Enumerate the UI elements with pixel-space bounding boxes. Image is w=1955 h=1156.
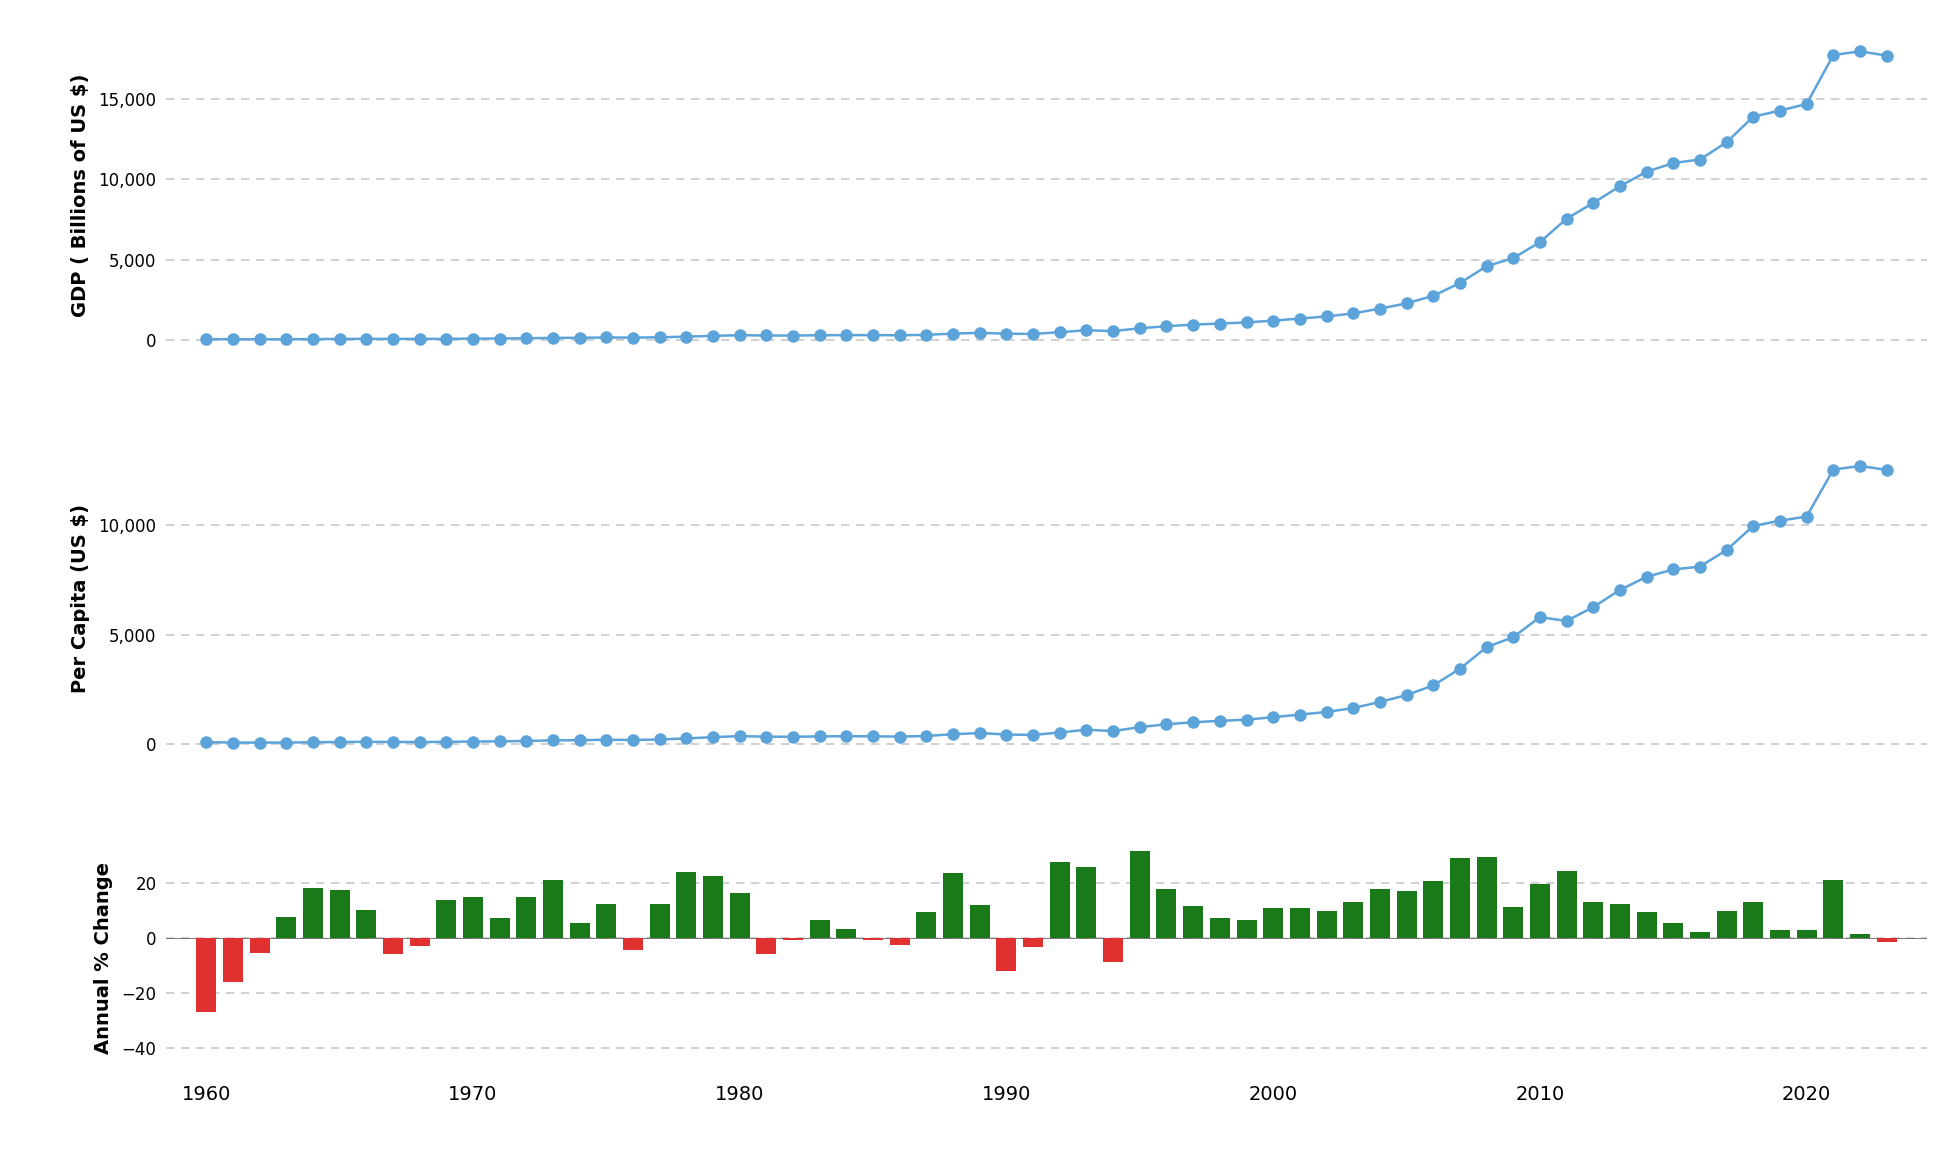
- Bar: [1689, 932, 1709, 938]
- Bar: [276, 917, 295, 938]
- Bar: [1476, 857, 1496, 938]
- Bar: [463, 897, 483, 938]
- Bar: [1662, 924, 1683, 938]
- Bar: [436, 901, 456, 938]
- Bar: [837, 929, 856, 938]
- Bar: [1050, 862, 1069, 938]
- Bar: [1449, 858, 1468, 938]
- Bar: [196, 938, 217, 1013]
- Bar: [1769, 929, 1789, 938]
- Bar: [1155, 889, 1175, 938]
- Bar: [1423, 882, 1443, 938]
- Bar: [1875, 938, 1896, 942]
- Bar: [250, 938, 270, 954]
- Bar: [942, 873, 962, 938]
- Bar: [1236, 920, 1255, 938]
- Y-axis label: GDP ( Billions of US $): GDP ( Billions of US $): [70, 74, 90, 317]
- Bar: [543, 880, 563, 938]
- Bar: [995, 938, 1017, 971]
- Bar: [1716, 911, 1736, 938]
- Bar: [330, 890, 350, 938]
- Bar: [596, 904, 616, 938]
- Bar: [1263, 909, 1282, 938]
- Bar: [569, 922, 588, 938]
- Bar: [1103, 938, 1122, 962]
- Bar: [1529, 884, 1548, 938]
- Bar: [1368, 889, 1390, 938]
- Bar: [223, 938, 242, 981]
- Bar: [1822, 881, 1842, 938]
- Bar: [1316, 911, 1335, 938]
- Bar: [782, 938, 804, 940]
- Bar: [890, 938, 909, 944]
- Bar: [1183, 906, 1202, 938]
- Y-axis label: Annual % Change: Annual % Change: [94, 862, 113, 1054]
- Bar: [1210, 918, 1230, 938]
- Bar: [862, 938, 882, 940]
- Bar: [1288, 909, 1310, 938]
- Bar: [702, 876, 723, 938]
- Bar: [1503, 907, 1523, 938]
- Bar: [1636, 912, 1656, 938]
- Bar: [1343, 902, 1363, 938]
- Bar: [1556, 872, 1576, 938]
- Bar: [1849, 934, 1869, 938]
- Bar: [1396, 891, 1415, 938]
- Bar: [1075, 867, 1097, 938]
- Bar: [624, 938, 643, 950]
- Y-axis label: Per Capita (US $): Per Capita (US $): [70, 504, 90, 694]
- Bar: [1609, 904, 1629, 938]
- Bar: [757, 938, 776, 954]
- Bar: [1022, 938, 1042, 947]
- Bar: [516, 897, 536, 938]
- Bar: [1582, 902, 1603, 938]
- Bar: [1742, 902, 1761, 938]
- Bar: [303, 888, 323, 938]
- Bar: [676, 872, 696, 938]
- Bar: [1797, 929, 1816, 938]
- Bar: [729, 894, 749, 938]
- Bar: [809, 920, 829, 938]
- Bar: [409, 938, 430, 947]
- Bar: [383, 938, 403, 954]
- Bar: [356, 910, 375, 938]
- Bar: [917, 912, 936, 938]
- Bar: [489, 918, 510, 938]
- Bar: [1130, 851, 1150, 938]
- Bar: [970, 905, 989, 938]
- Bar: [649, 904, 669, 938]
